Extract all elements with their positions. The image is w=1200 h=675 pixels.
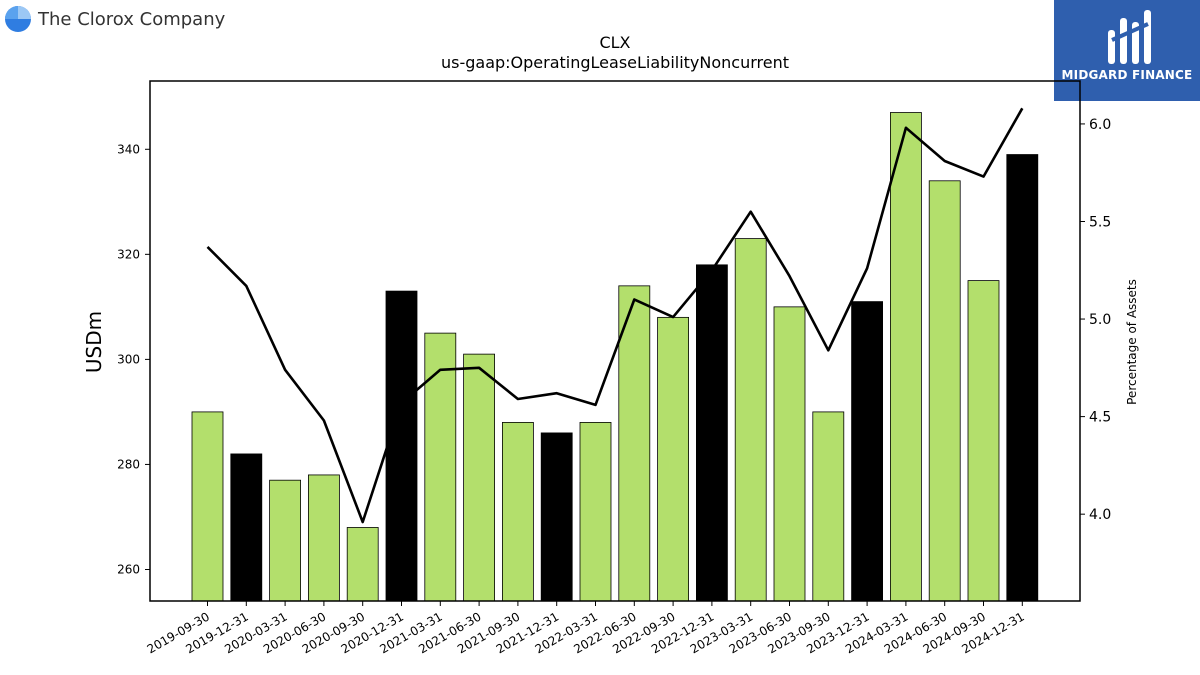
y-tick-label: 280 [117,457,140,471]
chart-subtitle: us-gaap:OperatingLeaseLiabilityNoncurren… [441,53,789,72]
bar [618,285,651,602]
brand-name: MIDGARD FINANCE [1061,68,1193,82]
y2-axis: 4.0 4.5 5.0 5.5 6.0 [1080,117,1111,523]
bar [890,112,922,602]
bar [385,290,418,602]
x-axis: 2019-09-302019-12-312020-03-312020-06-30… [145,601,1027,656]
y-tick-label: 260 [117,562,140,576]
bar [1006,154,1039,602]
bar [928,180,961,602]
bar [696,264,728,602]
midgard-finance-logo-icon [1108,10,1151,64]
bar [346,527,379,602]
bar [540,432,573,602]
y2-tick-label: 4.0 [1089,507,1111,523]
brand-logo: MIDGARD FINANCE [1054,0,1200,101]
y2-tick-label: 5.0 [1089,312,1111,328]
bar [812,411,845,602]
y-axis: 260 280 300 320 340 [117,142,150,576]
company-header: The Clorox Company [4,4,225,34]
bar [657,316,689,602]
y2-axis-label: Percentage of Assets [1125,279,1139,405]
bar [501,422,534,602]
bar [851,301,883,602]
y2-tick-label: 5.5 [1089,214,1111,230]
bar [307,474,340,602]
percentage-line [206,107,1024,524]
bar [734,238,767,602]
company-name: The Clorox Company [38,8,226,30]
bar [230,453,263,602]
plot-frame [149,80,1081,602]
bar [463,353,496,602]
y-tick-label: 340 [117,142,140,156]
bar [424,332,457,602]
y2-tick-label: 6.0 [1089,117,1111,133]
bar-series [191,112,1039,602]
y-axis-label: USDm [82,311,106,373]
clorox-logo-icon [5,6,31,32]
bar [773,306,806,602]
y2-tick-label: 4.5 [1089,410,1111,426]
bar [269,479,302,602]
line-series [206,107,1024,524]
y-tick-label: 300 [117,352,140,366]
y-tick-label: 320 [117,247,140,261]
bar [191,411,224,602]
bar [967,280,1000,602]
bar [579,422,612,602]
chart-title: CLX [599,33,630,52]
